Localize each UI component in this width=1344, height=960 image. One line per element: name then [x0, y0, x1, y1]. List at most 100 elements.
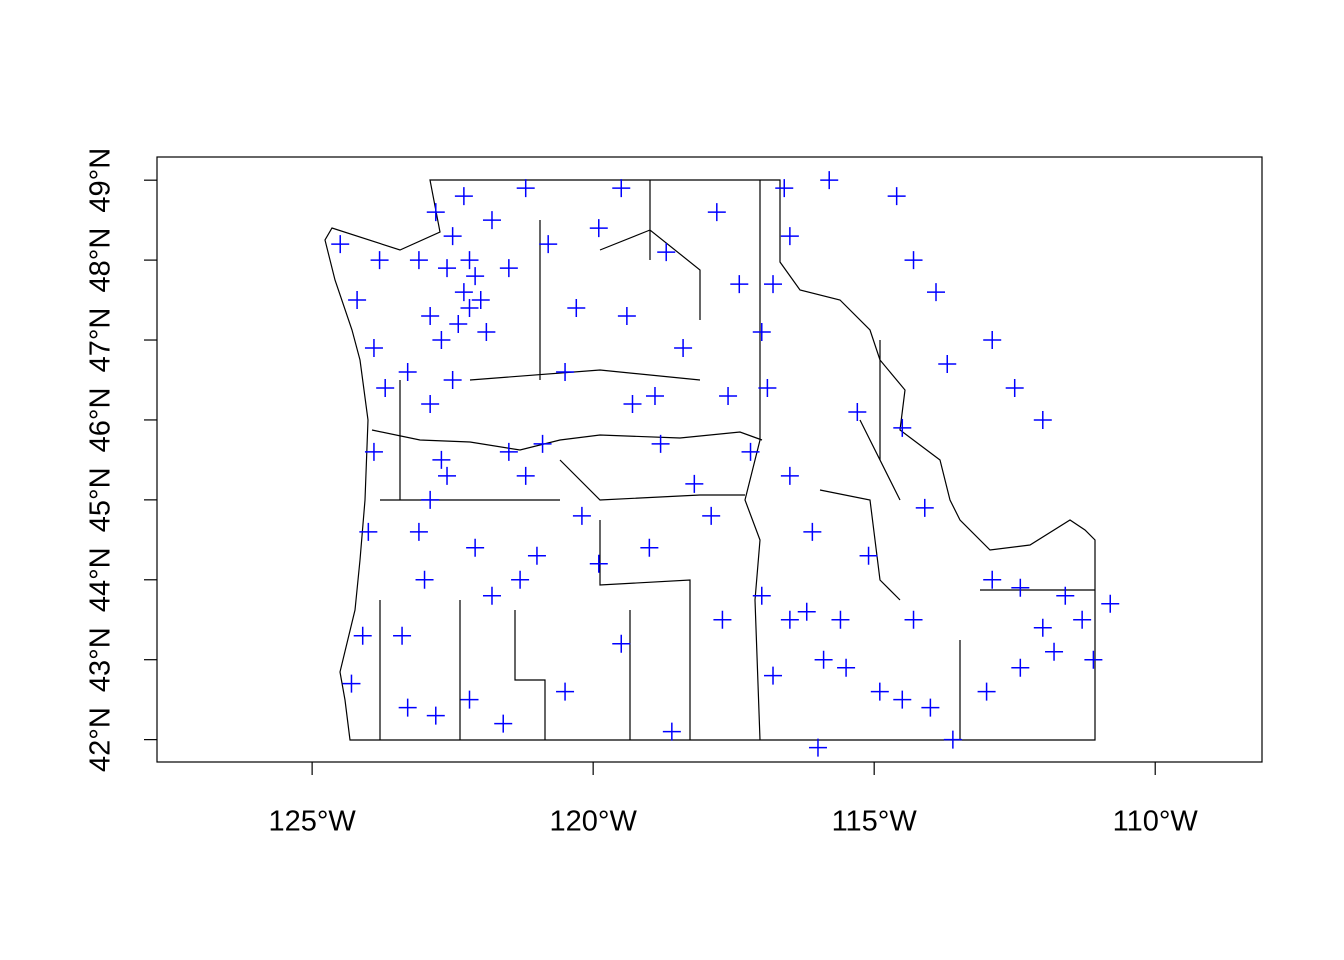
point [1011, 578, 1030, 597]
point [443, 370, 462, 389]
point [438, 466, 457, 485]
point [421, 394, 440, 413]
point [460, 299, 479, 318]
region-boundaries [324, 179, 1096, 741]
point [943, 730, 962, 749]
point [527, 546, 546, 565]
point [702, 506, 721, 525]
point [348, 291, 367, 310]
point [662, 722, 681, 741]
point [674, 339, 693, 358]
point [808, 738, 827, 757]
point [921, 698, 940, 717]
point [623, 394, 642, 413]
county-borders [379, 180, 1095, 740]
point [556, 362, 575, 381]
point [482, 586, 501, 605]
point [359, 522, 378, 541]
point [904, 251, 923, 270]
point [511, 570, 530, 589]
point [342, 674, 361, 693]
point [752, 323, 771, 342]
point [438, 259, 457, 278]
outline [324, 179, 1096, 741]
point [927, 283, 946, 302]
point [640, 538, 659, 557]
point [1011, 658, 1030, 677]
point [398, 698, 417, 717]
point [904, 610, 923, 629]
point [1033, 410, 1052, 429]
point [645, 386, 664, 405]
point [426, 706, 445, 725]
x-tick-label: 115°W [832, 806, 918, 838]
point [415, 570, 434, 589]
point [1033, 618, 1052, 637]
point [494, 714, 513, 733]
point [539, 235, 558, 254]
point [454, 283, 473, 302]
point [612, 634, 631, 653]
y-tick-label: 42°N [85, 707, 117, 772]
point [719, 386, 738, 405]
point [589, 219, 608, 238]
point [466, 267, 485, 286]
point [741, 442, 760, 461]
x-tick-label: 110°W [1113, 806, 1199, 838]
y-tick-label: 43°N [85, 627, 117, 692]
point [612, 179, 631, 198]
point [499, 259, 518, 278]
point [516, 179, 535, 198]
point [477, 323, 496, 342]
y-tick-label: 47°N [85, 308, 117, 373]
point [370, 251, 389, 270]
point [752, 586, 771, 605]
point [482, 211, 501, 230]
point [443, 227, 462, 246]
point [657, 243, 676, 262]
point [376, 378, 395, 397]
y-tick-label: 46°N [85, 388, 117, 453]
point [471, 291, 490, 310]
point [466, 538, 485, 557]
point [837, 658, 856, 677]
point [454, 187, 473, 206]
point [516, 466, 535, 485]
point [398, 362, 417, 381]
point [713, 610, 732, 629]
point [331, 235, 350, 254]
point [870, 682, 889, 701]
point [421, 490, 440, 509]
point [567, 299, 586, 318]
point [432, 450, 451, 469]
point [983, 570, 1002, 589]
point [651, 434, 670, 453]
y-tick-label: 45°N [85, 467, 117, 532]
point [572, 506, 591, 525]
point [393, 626, 412, 645]
point [533, 434, 552, 453]
point [426, 203, 445, 222]
point [1084, 650, 1103, 669]
point [364, 339, 383, 358]
x-tick-label: 120°W [549, 806, 637, 838]
point [589, 554, 608, 573]
y-tick-label: 49°N [85, 148, 117, 213]
point [364, 442, 383, 461]
point [730, 275, 749, 294]
point [707, 203, 726, 222]
point [831, 610, 850, 629]
point [859, 546, 878, 565]
point [775, 179, 794, 198]
point [1073, 610, 1092, 629]
point [887, 187, 906, 206]
point [780, 466, 799, 485]
point [409, 251, 428, 270]
point [421, 307, 440, 326]
point [780, 610, 799, 629]
point [803, 522, 822, 541]
point [758, 378, 777, 397]
x-tick-label: 125°W [268, 806, 356, 838]
